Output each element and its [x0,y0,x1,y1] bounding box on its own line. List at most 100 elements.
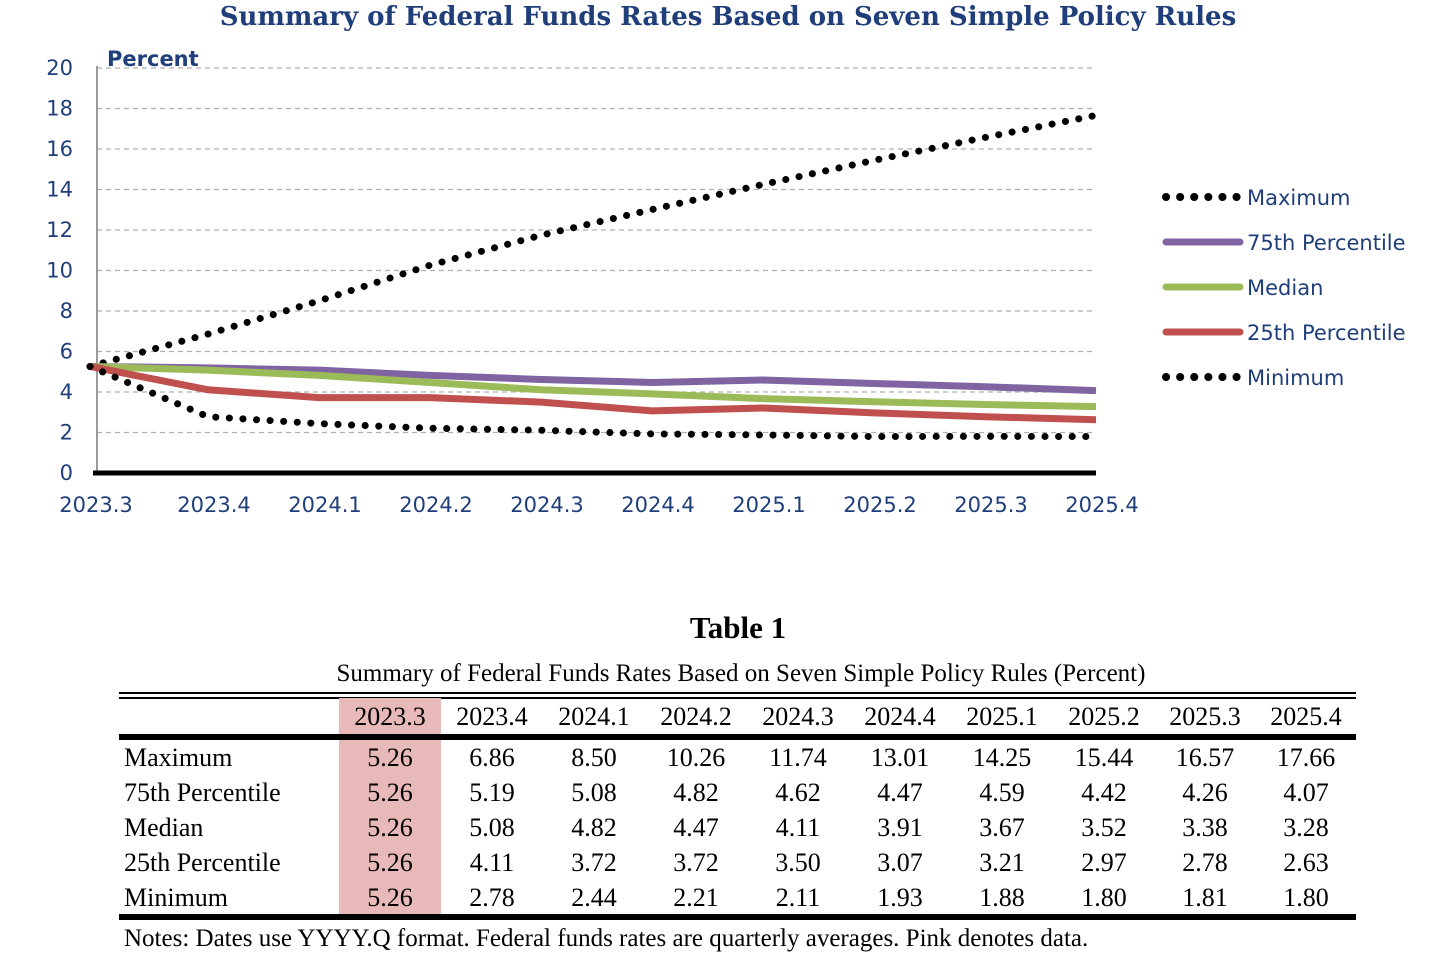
series-lines [86,111,1100,441]
legend-label: 25th Percentile [1247,321,1406,345]
chart-title: Summary of Federal Funds Rates Based on … [219,2,1237,32]
y-tick-label: 20 [46,56,73,80]
table-column-header: 2025.3 [1169,702,1241,731]
table-column-header: 2024.4 [864,702,936,731]
table-cell: 5.08 [469,813,515,842]
table-cell: 4.11 [469,848,515,877]
table-cell: 3.38 [1182,813,1228,842]
table-cell: 1.88 [979,883,1025,912]
table-subtitle: Summary of Federal Funds Rates Based on … [336,660,1146,687]
table-cell: 5.08 [571,778,617,807]
table-cell: 1.80 [1081,883,1127,912]
table-row-label: Median [124,813,204,842]
table-row-label: Maximum [124,743,233,772]
table-cell: 1.93 [877,883,923,912]
table-column-header: 2025.1 [966,702,1038,731]
table-column-header: 2024.1 [558,702,630,731]
table-cell: 1.81 [1182,883,1228,912]
table-row-label: Minimum [124,883,229,912]
table-cell: 2.97 [1081,848,1127,877]
table-cell: 4.59 [979,778,1025,807]
table-cell: 4.47 [877,778,923,807]
series-line-2 [89,362,1097,411]
table-top-rule [119,692,1356,694]
table-cell: 15.44 [1074,743,1134,772]
legend: Maximum 75th Percentile Median 25th Percent… [1162,186,1406,390]
table-cell: 4.82 [571,813,617,842]
table-cell: 2.11 [775,883,821,912]
table-column-header: 2023.3 [354,702,426,731]
table-cell: 14.25 [972,743,1032,772]
x-tick-label: 2025.1 [732,493,805,517]
table-cell: 6.86 [469,743,515,772]
table-cell: 2.78 [1182,848,1228,877]
table-column-header: 2023.4 [456,702,528,731]
series-line-3 [89,363,1097,424]
table-cell: 3.52 [1081,813,1127,842]
series-line-4 [86,362,1100,441]
legend-label: Maximum [1247,186,1350,210]
table-cell: 3.07 [877,848,923,877]
table-top-rule-2 [119,697,1356,699]
table-cell: 4.82 [673,778,719,807]
table-cell: 5.26 [367,743,413,772]
table-header-rule [119,734,1356,740]
table-cell: 3.72 [673,848,719,877]
y-tick-label: 18 [46,97,73,121]
x-tick-label: 2025.4 [1065,493,1138,517]
table-cell: 3.67 [979,813,1025,842]
series-line-0 [86,111,1100,370]
x-tick-label: 2024.1 [288,493,361,517]
y-tick-label: 16 [46,137,73,161]
axes: 0 2 4 6 8 10 12 14 16 18 20 Percent 2023.3 2023.4 2024… [46,47,1138,517]
table-cell: 5.26 [367,778,413,807]
table-cell: 4.26 [1182,778,1228,807]
legend-label: 75th Percentile [1247,231,1406,255]
table-cell: 4.62 [775,778,821,807]
table-column-header: 2025.4 [1270,702,1342,731]
x-tick-label: 2024.4 [621,493,694,517]
y-tick-label: 12 [46,218,73,242]
y-tick-label: 14 [46,178,73,202]
x-tick-label: 2025.3 [954,493,1027,517]
table-cell: 4.07 [1283,778,1329,807]
table-cell: 11.74 [769,743,827,772]
table-cell: 3.50 [775,848,821,877]
x-tick-label: 2025.2 [843,493,916,517]
table-cell: 3.91 [877,813,923,842]
legend-label: Minimum [1247,366,1344,390]
x-tick-label: 2023.4 [177,493,250,517]
table-column-header: 2024.3 [762,702,834,731]
table-bottom-rule [119,914,1356,920]
x-tick-label: 2024.2 [399,493,472,517]
x-tick-label: 2023.3 [59,493,132,517]
table-cell: 5.26 [367,813,413,842]
table-cell: 16.57 [1175,743,1235,772]
legend-label: Median [1247,276,1323,300]
y-tick-label: 6 [60,340,73,364]
table-cell: 5.26 [367,883,413,912]
table-cell: 4.11 [775,813,821,842]
table-title: Table 1 [689,610,787,645]
y-tick-label: 8 [60,299,73,323]
table-cell: 2.44 [571,883,617,912]
table-cell: 4.42 [1081,778,1127,807]
table-row-label: 75th Percentile [124,778,281,807]
table-cell: 5.26 [367,848,413,877]
x-tick-label: 2024.3 [510,493,583,517]
y-tick-label: 4 [60,380,73,404]
table-cell: 3.21 [979,848,1025,877]
table-notes: Notes: Dates use YYYY.Q format. Federal … [124,925,1089,952]
table-cell: 2.63 [1283,848,1329,877]
y-tick-label: 2 [60,421,73,445]
y-axis-label: Percent [107,47,199,71]
table-cell: 4.47 [673,813,719,842]
series-line-1 [89,362,1097,395]
table-cell: 10.26 [666,743,726,772]
table-cell: 17.66 [1276,743,1336,772]
table-row-label: 25th Percentile [124,848,281,877]
table-cell: 3.72 [571,848,617,877]
line-chart: 0 2 4 6 8 10 12 14 16 18 20 Percent 2023.3 2023.4 2024… [46,47,1406,517]
table-cell: 2.21 [673,883,719,912]
table-cell: 1.80 [1283,883,1329,912]
